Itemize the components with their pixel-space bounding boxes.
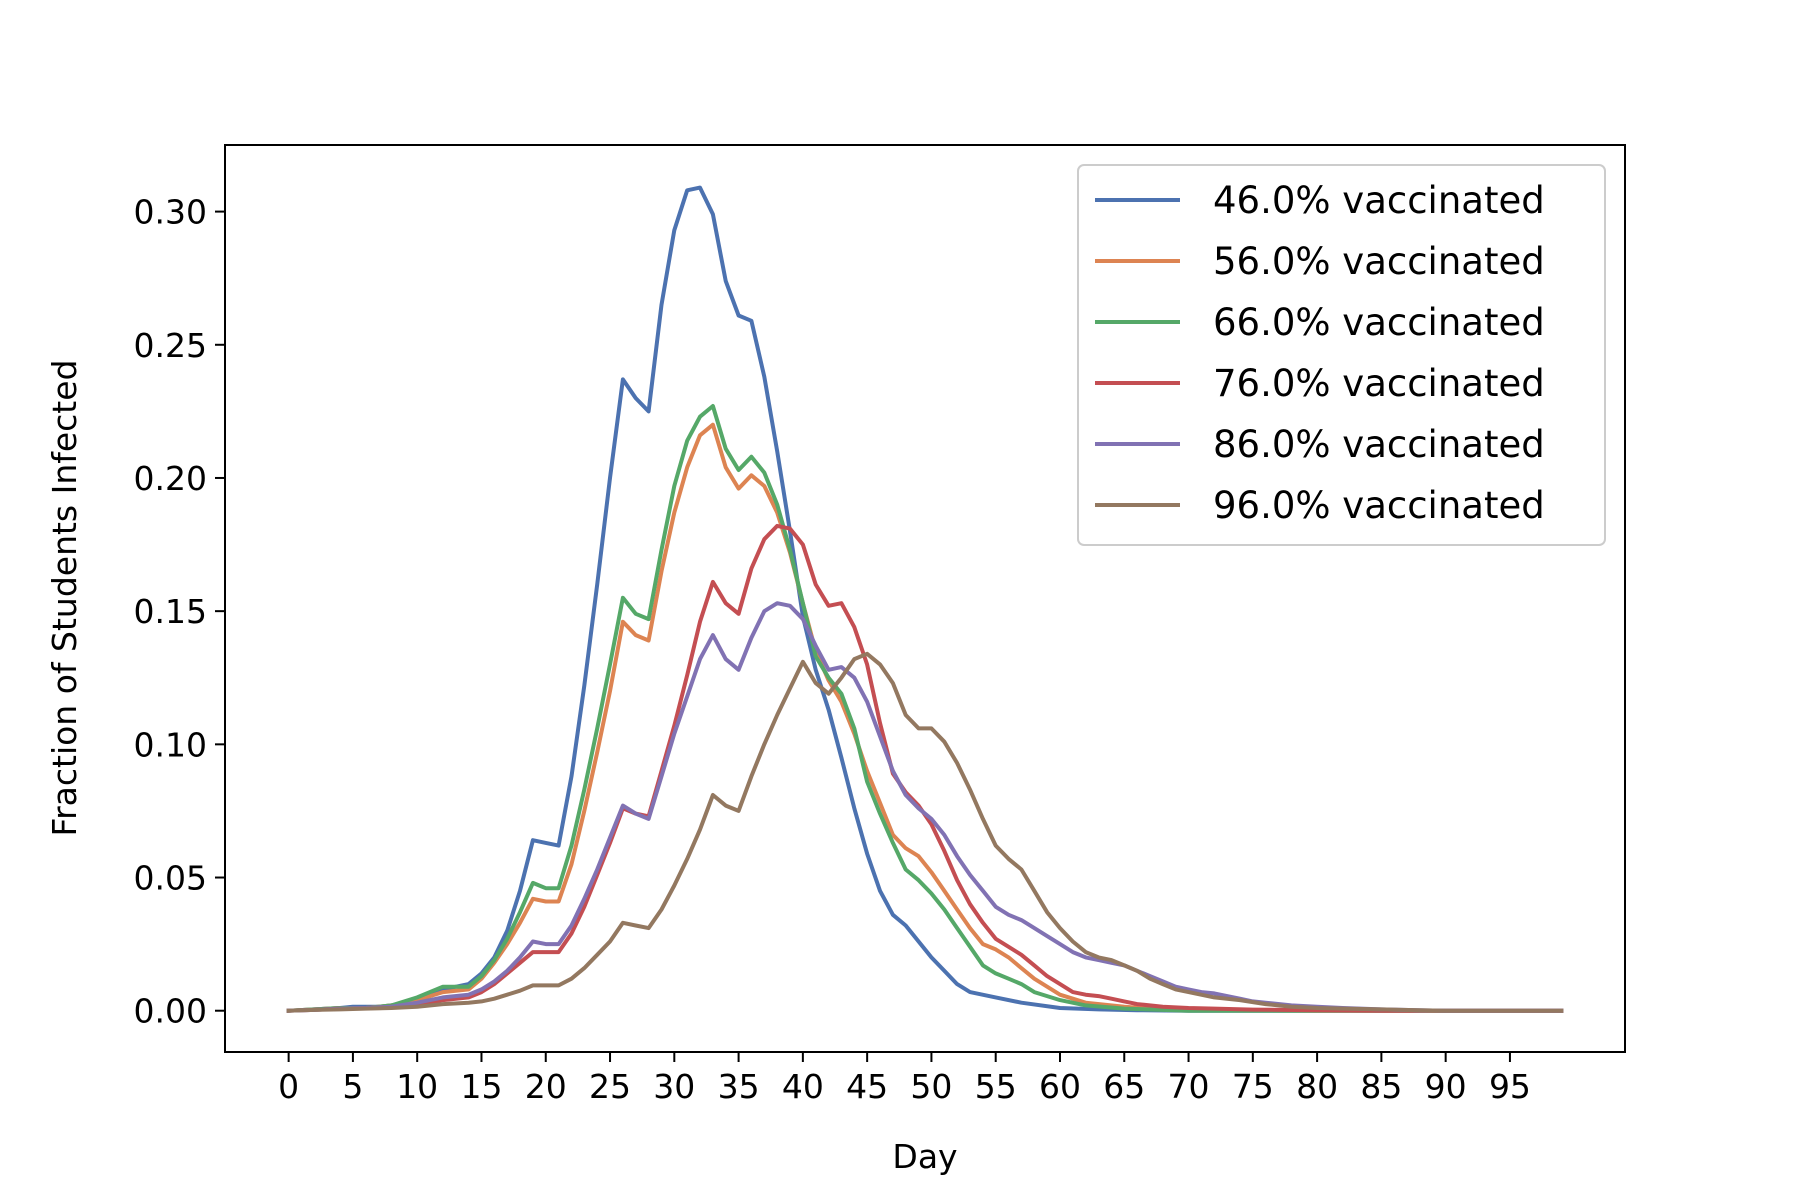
x-tick-label: 35: [718, 1067, 760, 1106]
x-axis-title: Day: [892, 1137, 957, 1176]
legend-items: 46.0% vaccinated 56.0% vaccinated 66.0% va…: [1095, 179, 1545, 527]
x-tick-label: 60: [1039, 1067, 1081, 1106]
x-tick-label: 25: [589, 1067, 631, 1106]
y-tick-label: 0.30: [134, 193, 207, 232]
legend-label-1: 46.0% vaccinated: [1213, 179, 1545, 222]
series-line-2: [286, 422, 1564, 1013]
legend-label-3: 66.0% vaccinated: [1213, 301, 1545, 344]
y-axis-title: Fraction of Students Infected: [45, 359, 84, 836]
legend-frame: [1077, 164, 1606, 546]
y-axis: 0.00 0.05 0.10 0.15 0.20 0.25 0.30: [134, 193, 225, 1031]
x-axis: 0 5 10 15 20 25 30 35 40 45 50 55 60 65 70 75 80 85 90 95: [278, 1052, 1531, 1106]
x-tick-label: 75: [1232, 1067, 1274, 1106]
legend-label-2: 56.0% vaccinated: [1213, 240, 1545, 283]
series-line-5: [286, 601, 1564, 1013]
series-line-1: [286, 185, 1564, 1013]
y-tick-label: 0.15: [134, 592, 207, 631]
legend-label-4: 76.0% vaccinated: [1213, 362, 1545, 405]
x-tick-label: 50: [910, 1067, 952, 1106]
x-tick-label: 20: [525, 1067, 567, 1106]
x-tick-label: 10: [396, 1067, 438, 1106]
x-tick-label: 45: [846, 1067, 888, 1106]
plot-frame: [224, 144, 1626, 1053]
x-tick-label: 55: [975, 1067, 1017, 1106]
legend-label-5: 86.0% vaccinated: [1213, 423, 1545, 466]
x-tick-label: 5: [342, 1067, 363, 1106]
y-tick-label: 0.25: [134, 326, 207, 365]
x-tick-label: 70: [1168, 1067, 1210, 1106]
series-line-6: [286, 651, 1564, 1013]
series-line-3: [286, 404, 1564, 1013]
series-layer: [286, 185, 1564, 1013]
legend: 46.0% vaccinated 56.0% vaccinated 66.0% va…: [1077, 164, 1606, 546]
x-tick-label: 90: [1425, 1067, 1467, 1106]
x-tick-label: 80: [1296, 1067, 1338, 1106]
legend-label-6: 96.0% vaccinated: [1213, 484, 1545, 527]
y-tick-label: 0.10: [134, 725, 207, 764]
y-tick-label: 0.20: [134, 459, 207, 498]
y-tick-label: 0.05: [134, 859, 207, 898]
x-tick-label: 15: [460, 1067, 502, 1106]
y-tick-label: 0.00: [134, 992, 207, 1031]
series-line-4: [286, 523, 1564, 1013]
x-tick-label: 95: [1489, 1067, 1531, 1106]
x-tick-label: 65: [1103, 1067, 1145, 1106]
x-tick-label: 40: [782, 1067, 824, 1106]
x-tick-label: 85: [1360, 1067, 1402, 1106]
x-tick-label: 30: [653, 1067, 695, 1106]
x-tick-label: 0: [278, 1067, 299, 1106]
